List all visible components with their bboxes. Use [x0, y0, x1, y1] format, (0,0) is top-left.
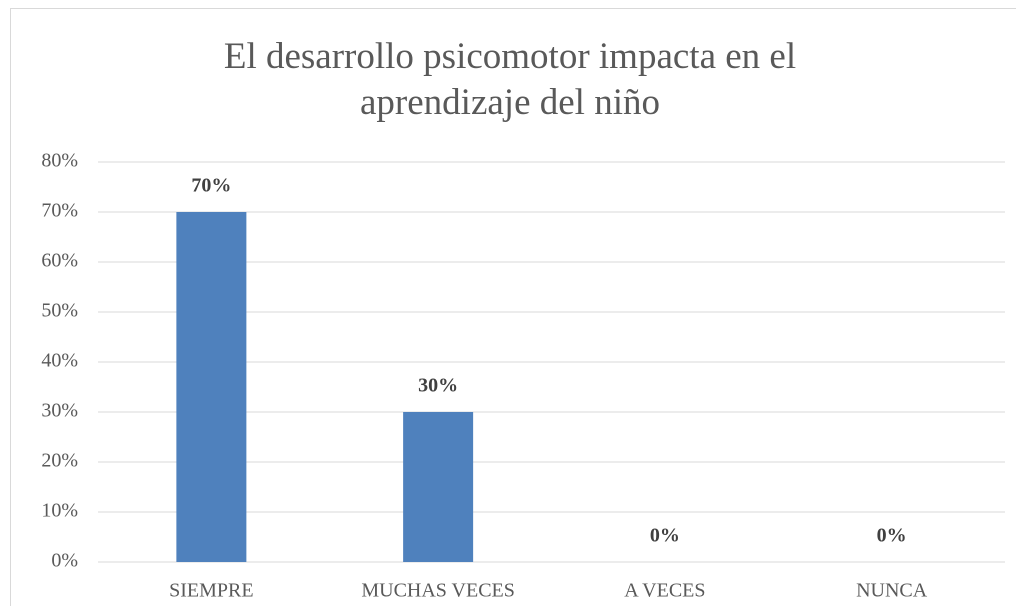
chart-frame — [10, 8, 1016, 606]
y-tick-label: 70% — [41, 200, 78, 222]
x-tick-label: SIEMPRE — [169, 580, 253, 602]
value-label: 30% — [418, 375, 458, 397]
y-tick-label: 30% — [41, 400, 78, 422]
y-tick-label: 60% — [41, 250, 78, 272]
y-tick-label: 40% — [41, 350, 78, 372]
bar — [176, 212, 247, 562]
bar — [403, 412, 474, 562]
value-label: 0% — [877, 525, 907, 547]
x-tick-label: MUCHAS VECES — [361, 580, 515, 602]
value-label: 70% — [191, 175, 231, 197]
x-tick-label: A VECES — [624, 580, 705, 602]
y-tick-label: 10% — [41, 500, 78, 522]
y-tick-label: 0% — [51, 550, 78, 572]
chart-title: El desarrollo psicomotor impacta en el a… — [223, 36, 797, 123]
y-tick-label: 20% — [41, 450, 78, 472]
y-tick-label: 80% — [41, 150, 78, 172]
value-label: 0% — [650, 525, 680, 547]
y-tick-label: 50% — [41, 300, 78, 322]
x-tick-label: NUNCA — [856, 580, 928, 602]
